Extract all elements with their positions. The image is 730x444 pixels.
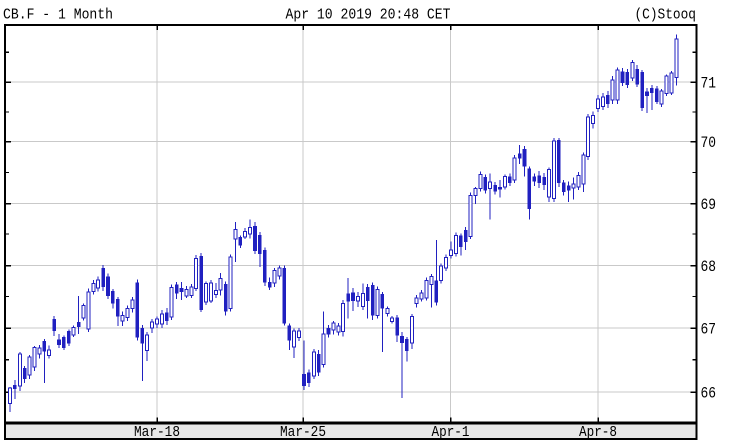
svg-text:CB.F - 1 Month: CB.F - 1 Month [3,7,113,24]
svg-text:68: 68 [701,258,717,276]
svg-text:Apr-8: Apr-8 [579,424,617,441]
svg-text:71: 71 [701,75,717,93]
svg-text:66: 66 [701,385,717,403]
svg-text:69: 69 [701,196,717,214]
svg-text:Apr 10 2019 20:48 CET: Apr 10 2019 20:48 CET [286,7,451,24]
svg-text:70: 70 [701,134,717,152]
svg-text:Apr-1: Apr-1 [432,424,470,441]
svg-text:(C)Stooq: (C)Stooq [635,7,697,24]
svg-text:67: 67 [701,321,717,339]
svg-text:Mar-25: Mar-25 [280,424,326,441]
svg-text:Mar-18: Mar-18 [134,424,180,441]
